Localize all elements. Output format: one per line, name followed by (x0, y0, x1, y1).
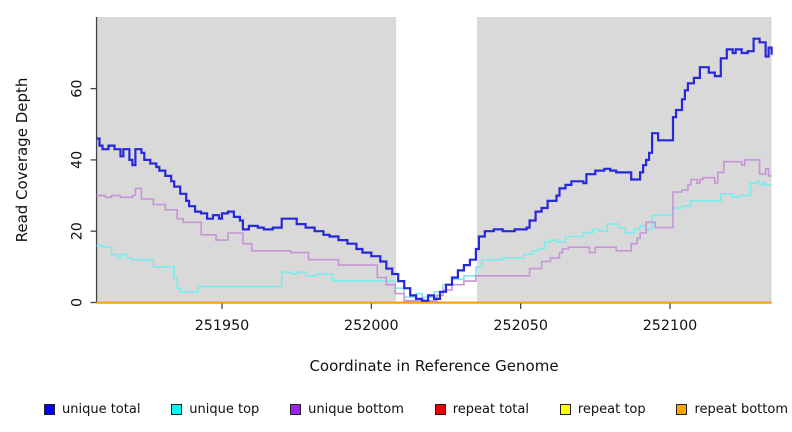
series-line-unique-top (96, 180, 772, 298)
y-axis-title: Read Coverage Depth (13, 78, 31, 243)
series-line-unique-total (96, 37, 773, 302)
gap-highlight-band (396, 17, 478, 303)
legend-label: unique top (189, 401, 260, 417)
legend-swatch-unique-bottom (290, 403, 302, 415)
legend-swatch-repeat-total (434, 403, 446, 415)
legend-label: unique total (62, 401, 141, 417)
legend-item-unique-total: unique total (44, 402, 140, 417)
x-axis-tick-label: 252050 (493, 318, 548, 334)
y-axis-tick-label: 0 (70, 298, 86, 307)
y-axis-tick-label: 40 (70, 151, 86, 169)
legend-item-unique-top: unique top (171, 402, 259, 417)
legend-swatch-repeat-top (559, 403, 571, 415)
y-axis-tick-label: 60 (70, 79, 86, 97)
legend-label: unique bottom (308, 401, 404, 417)
x-axis-tick-label: 252000 (344, 318, 399, 334)
legend-item-repeat-bottom: repeat bottom (676, 402, 788, 417)
legend-item-unique-bottom: unique bottom (290, 402, 404, 417)
x-axis-tick-label: 251950 (195, 318, 250, 334)
series-line-unique-bottom (96, 159, 772, 302)
x-axis-title: Coordinate in Reference Genome (309, 357, 558, 375)
y-axis-tick-label: 20 (70, 222, 86, 240)
x-axis-tick-label: 252100 (643, 318, 698, 334)
legend-label: repeat top (577, 401, 646, 417)
legend-label: repeat bottom (694, 401, 788, 417)
legend-swatch-unique-top (171, 403, 183, 415)
legend-item-repeat-top: repeat top (559, 401, 646, 417)
legend-swatch-unique-total (44, 403, 55, 415)
legend: unique total unique top unique bottom repea… (44, 399, 788, 419)
legend-item-repeat-total: repeat total (434, 401, 529, 417)
legend-label: repeat total (452, 401, 529, 417)
legend-swatch-repeat-bottom (676, 403, 688, 415)
